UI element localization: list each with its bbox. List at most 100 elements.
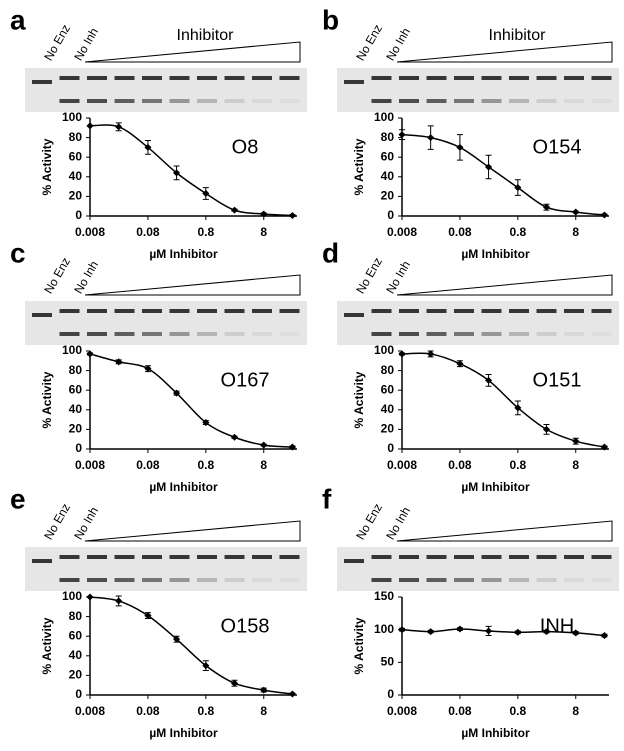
gel-band xyxy=(536,578,557,582)
lane-label: No Enz xyxy=(41,255,73,296)
gel-band xyxy=(344,313,364,317)
x-tick-label: 0.8 xyxy=(197,704,214,718)
compound-label: O167 xyxy=(221,369,270,391)
gel-band xyxy=(454,578,474,582)
y-tick-label: 0 xyxy=(75,441,82,455)
gel-band xyxy=(454,332,474,336)
x-tick-label: 0.8 xyxy=(509,225,526,239)
gel-band xyxy=(536,76,557,80)
x-axis-label: µM Inhibitor xyxy=(461,480,530,494)
data-point xyxy=(600,632,608,640)
data-point xyxy=(572,208,580,216)
gel-band xyxy=(87,332,107,336)
y-tick-label: 20 xyxy=(381,189,395,203)
y-tick-label: 40 xyxy=(381,402,395,416)
gel-band xyxy=(169,76,190,80)
data-point xyxy=(173,169,181,177)
gel-band xyxy=(114,332,135,336)
data-point xyxy=(115,123,123,131)
compound-label: O8 xyxy=(232,136,259,158)
gel-band xyxy=(399,332,419,336)
lane-label: No Inh xyxy=(383,504,413,542)
panel-letter: c xyxy=(10,237,26,268)
gel-band xyxy=(142,332,162,336)
gel-band xyxy=(536,555,557,559)
gel-band xyxy=(87,555,107,559)
data-point xyxy=(456,360,464,368)
x-tick-label: 0.8 xyxy=(509,704,526,718)
x-tick-label: 8 xyxy=(260,704,267,718)
gel-band xyxy=(142,76,162,80)
lane-label: No Inh xyxy=(71,25,101,63)
y-tick-label: 0 xyxy=(75,208,82,222)
lane-label: No Inh xyxy=(383,25,413,63)
gel-band xyxy=(399,76,419,80)
y-tick-label: 60 xyxy=(381,149,395,163)
gel-band xyxy=(509,309,529,313)
gel-band xyxy=(32,80,52,84)
gel-band xyxy=(252,555,272,559)
data-point xyxy=(173,389,181,397)
gel-band xyxy=(59,99,80,103)
gradient-wedge xyxy=(84,41,301,63)
gel-band xyxy=(224,99,245,103)
data-point xyxy=(288,211,296,220)
gel-band xyxy=(564,578,584,582)
y-tick-label: 0 xyxy=(387,208,394,222)
gel-band xyxy=(564,76,584,80)
x-tick-label: 0.008 xyxy=(387,458,417,472)
gradient-wedge xyxy=(396,41,613,63)
gel-band xyxy=(591,578,612,582)
x-axis-label: µM Inhibitor xyxy=(149,247,218,261)
x-tick-label: 0.08 xyxy=(448,704,472,718)
gel-band xyxy=(114,99,135,103)
y-tick-label: 80 xyxy=(69,130,83,144)
gel-band xyxy=(197,332,217,336)
gel-band xyxy=(591,332,612,336)
x-tick-label: 8 xyxy=(260,225,267,239)
data-point xyxy=(260,686,268,694)
gel-band xyxy=(481,309,502,313)
data-point xyxy=(288,690,296,698)
gel-band xyxy=(399,309,419,313)
data-point xyxy=(144,612,152,620)
gradient-wedge xyxy=(84,274,301,296)
gel-band xyxy=(224,309,245,313)
gel-band xyxy=(169,332,190,336)
gel-band xyxy=(371,578,392,582)
y-tick-label: 80 xyxy=(69,363,83,377)
gel-band xyxy=(481,555,502,559)
data-point xyxy=(485,163,493,171)
data-point xyxy=(456,143,464,151)
gel-band xyxy=(536,309,557,313)
y-tick-label: 20 xyxy=(69,422,83,436)
gel-band xyxy=(197,76,217,80)
gel-band xyxy=(371,99,392,103)
gel-band xyxy=(426,99,447,103)
gel-band xyxy=(371,332,392,336)
gel-band xyxy=(32,313,52,317)
gel-band xyxy=(87,76,107,80)
gel-band xyxy=(591,555,612,559)
gel-band xyxy=(399,555,419,559)
data-point xyxy=(115,358,123,366)
gel-band xyxy=(481,99,502,103)
data-point xyxy=(542,425,551,433)
fit-curve xyxy=(89,353,293,448)
gel-band xyxy=(371,76,392,80)
data-point xyxy=(485,376,493,384)
gel-band xyxy=(426,578,447,582)
gel-band xyxy=(454,99,474,103)
y-tick-label: 40 xyxy=(69,648,83,662)
gel-band xyxy=(142,555,162,559)
y-axis-label: % Activity xyxy=(40,371,54,428)
panel-letter: a xyxy=(10,4,26,35)
y-tick-label: 150 xyxy=(374,589,394,603)
fit-curve xyxy=(89,596,293,695)
gel-band xyxy=(114,555,135,559)
gradient-label: Inhibitor xyxy=(489,27,547,44)
data-point xyxy=(398,131,406,139)
